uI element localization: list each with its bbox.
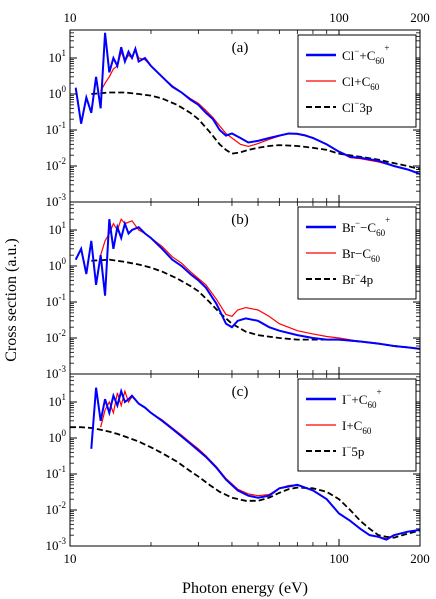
y-tick-label: 10-2 xyxy=(46,156,67,173)
legend-entry: Cl+C60 xyxy=(342,74,380,92)
y-tick-label: 10-1 xyxy=(46,120,67,137)
legend-entry: Br−4p xyxy=(342,270,373,287)
y-tick-label: 10-1 xyxy=(46,292,67,309)
y-tick-label: 10-3 xyxy=(46,364,67,381)
series-line-black xyxy=(91,91,420,171)
panel-b xyxy=(74,217,420,350)
series-line-blue xyxy=(74,219,420,350)
y-tick-label: 100 xyxy=(49,84,67,101)
series-line-black xyxy=(70,426,420,539)
legend-entry: I−5p xyxy=(342,442,364,459)
panel-label: (a) xyxy=(232,40,249,56)
y-tick-label: 10-3 xyxy=(46,192,67,209)
y-tick-label: 100 xyxy=(49,256,67,273)
x-axis-title: Photon energy (eV) xyxy=(182,580,308,597)
legend-entry: Br−C60 xyxy=(342,246,381,264)
x-tick-label-bottom: 10 xyxy=(64,551,77,566)
y-tick-label: 10-1 xyxy=(46,464,67,481)
x-tick-label-top: 200 xyxy=(410,10,430,25)
legend-entry: Cl−3p xyxy=(342,98,372,115)
series-line-blue xyxy=(90,387,420,541)
y-tick-label: 101 xyxy=(49,392,67,409)
panel-label: (c) xyxy=(232,384,249,400)
y-tick-label: 101 xyxy=(49,220,67,237)
y-axis-title: Cross section (a.u.) xyxy=(3,238,20,362)
x-tick-label-top: 100 xyxy=(329,10,349,25)
panel-a xyxy=(74,32,420,175)
panel-label: (b) xyxy=(231,212,249,228)
y-tick-label: 100 xyxy=(49,428,67,445)
y-tick-label: 101 xyxy=(49,48,67,65)
x-tick-label-bottom: 200 xyxy=(410,551,430,566)
panel-c xyxy=(70,387,420,541)
legend-entry: Cl−+C60+ xyxy=(342,43,389,66)
legend-entry: I−+C60+ xyxy=(342,387,382,410)
legend-entry: Br−−C60+ xyxy=(342,215,390,238)
panel-frame xyxy=(69,373,421,547)
x-tick-label-top: 10 xyxy=(64,10,77,25)
x-tick-label-bottom: 100 xyxy=(329,551,349,566)
series-line-blue xyxy=(74,32,420,175)
series-line-red xyxy=(100,217,420,350)
legend-entry: I+C60 xyxy=(342,418,372,436)
y-tick-label: 10-2 xyxy=(46,500,67,517)
y-tick-label: 10-2 xyxy=(46,328,67,345)
